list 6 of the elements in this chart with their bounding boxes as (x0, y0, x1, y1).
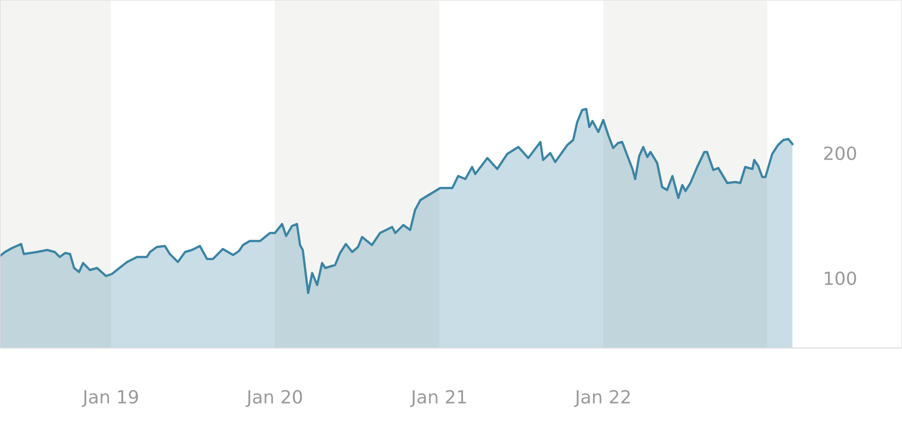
x-tick-label: Jan 19 (82, 390, 138, 407)
y-tick-label: 100 (824, 271, 856, 286)
y-tick-label: 200 (824, 146, 856, 160)
x-tick-label: Jan 21 (410, 390, 466, 407)
x-tick-label: Jan 22 (574, 390, 630, 407)
x-tick-label: Jan 20 (246, 390, 302, 407)
